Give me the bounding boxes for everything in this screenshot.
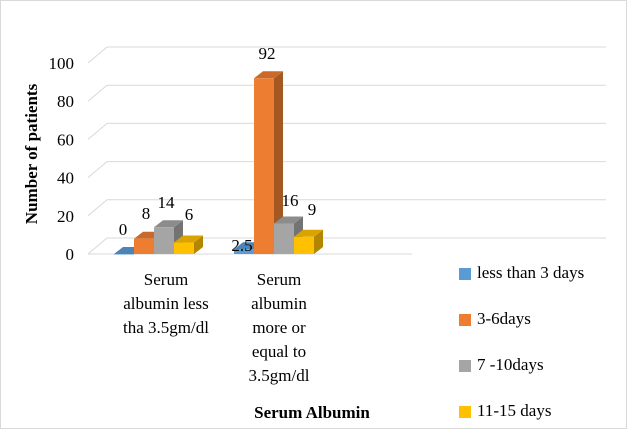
gridline-depth (87, 46, 108, 64)
bar (274, 223, 294, 254)
legend-label: 7 -10days (477, 355, 544, 374)
data-label: 8 (142, 204, 151, 223)
legend-label: 3-6days (477, 309, 531, 328)
legend-swatch (459, 314, 471, 326)
x-axis-title: Serum Albumin (254, 403, 370, 422)
category-label: more or (252, 318, 306, 337)
data-label: 2.5 (231, 236, 252, 255)
category-label: albumin (251, 294, 307, 313)
gridline-depth (87, 237, 108, 255)
gridline-depth (87, 199, 108, 217)
category-label: tha 3.5gm/dl (123, 318, 209, 337)
legend-swatch (459, 406, 471, 418)
category-label: Serum (144, 270, 188, 289)
gridline-depth (87, 161, 108, 178)
bar (154, 227, 174, 254)
category-label: albumin less (123, 294, 208, 313)
bar-side (314, 229, 323, 254)
y-axis-title: Number of patients (22, 83, 41, 224)
y-tick-label: 60 (57, 130, 74, 149)
bar-top (254, 71, 283, 79)
bar (294, 236, 314, 254)
bar-top (294, 229, 323, 237)
data-label: 14 (158, 193, 176, 212)
legend-label: less than 3 days (477, 263, 584, 282)
data-label: 9 (308, 200, 317, 219)
bar-side (194, 235, 203, 254)
data-label: 6 (185, 205, 194, 224)
data-label: 92 (259, 44, 276, 63)
y-tick-label: 80 (57, 92, 74, 111)
bar (174, 242, 194, 254)
bar-top (154, 220, 183, 228)
category-label: 3.5gm/dl (249, 366, 310, 385)
category-label: equal to (252, 342, 306, 361)
y-tick-label: 100 (49, 54, 75, 73)
gridline-depth (87, 123, 108, 140)
bar (134, 238, 154, 254)
bar (254, 78, 274, 254)
data-label: 16 (282, 191, 299, 210)
legend-label: 11-15 days (477, 401, 551, 420)
y-tick-label: 0 (66, 245, 75, 264)
data-label: 0 (119, 220, 128, 239)
bar-side (274, 71, 283, 254)
y-tick-label: 20 (57, 207, 74, 226)
legend-swatch (459, 360, 471, 372)
bar (114, 254, 134, 255)
bar-top (174, 235, 203, 243)
category-label: Serum (257, 270, 301, 289)
gridline-depth (87, 84, 108, 102)
y-tick-label: 40 (57, 169, 74, 188)
legend-swatch (459, 268, 471, 280)
bar (234, 249, 254, 254)
bar-top (274, 216, 303, 224)
